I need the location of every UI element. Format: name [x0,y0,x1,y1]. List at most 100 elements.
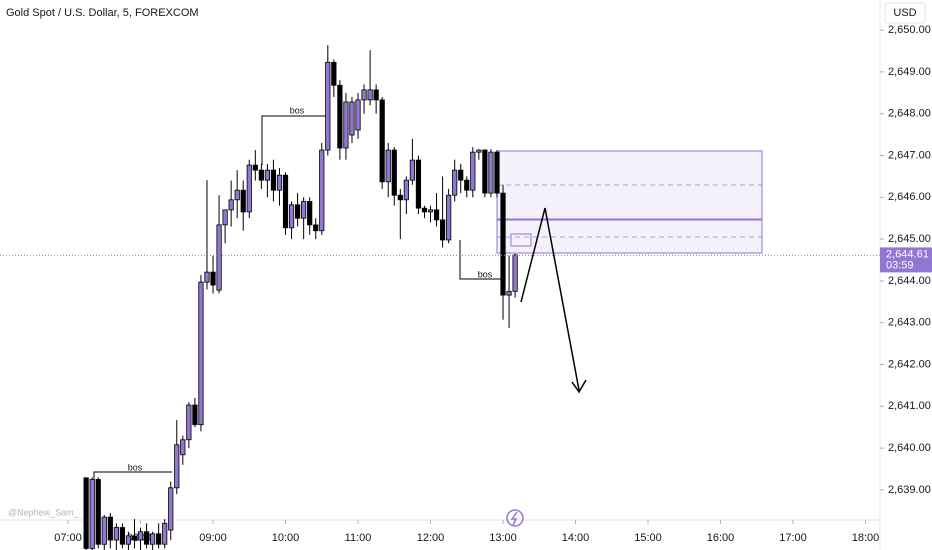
x-tick-label: 11:00 [345,532,372,544]
countdown: 03:59 [886,259,914,271]
y-tick-label: 2,644.00 [888,275,931,287]
candle-body [168,487,174,531]
candle-body [186,404,192,441]
candle-body [258,169,264,181]
candle-body [216,224,222,291]
candle-body [240,189,246,213]
x-tick-label: 17:00 [779,532,807,544]
candle-body [83,477,89,549]
candle-body [95,479,101,545]
candle-body [446,194,452,241]
chart-title: Gold Spot / U.S. Dollar, 5, FOREXCOM [6,7,199,19]
candle-body [276,174,283,191]
projection-arrow [520,207,580,391]
x-tick-label: 07:00 [54,532,82,544]
candle-body [101,516,107,545]
candle-body [458,169,464,181]
candle-body [470,151,476,191]
candle-body [488,151,494,194]
candle-body [156,533,162,545]
candle-body [433,209,440,221]
candle-body [319,149,325,232]
zone-inner [510,233,532,247]
bos-line [459,240,502,280]
candle-body [198,281,204,426]
candle-body [125,535,132,545]
y-tick-label: 2,647.00 [888,149,931,161]
candle-body [119,527,126,545]
candle-body [295,204,301,219]
candle-body [150,533,156,545]
candle-body [252,164,258,171]
candle-body [482,149,488,194]
candle-body [355,99,361,131]
candle-body [397,194,403,201]
last-price-tag [880,247,932,273]
candle-body [512,254,518,292]
candle-body [282,174,289,229]
candle-body [367,89,373,101]
y-tick-label: 2,639.00 [888,484,931,496]
candle-body [500,192,506,296]
bos-line [261,115,328,165]
y-tick-label: 2,642.00 [888,358,931,370]
candle-body [391,149,397,196]
last-price-label: 2,644.61 [886,248,929,260]
currency[interactable]: USD [893,7,916,19]
candle-body [137,531,144,541]
y-tick-label: 2,648.00 [888,108,931,120]
candle-body [143,531,150,545]
candle-body [307,201,313,226]
candle-body [107,516,113,541]
x-tick-label: 09:00 [199,532,227,544]
y-tick-label: 2,650.00 [888,24,931,36]
candle-body [234,189,240,201]
event-icon[interactable] [506,509,524,527]
x-tick-label: 15:00 [634,532,662,544]
candle-body [361,89,367,101]
candle-body [264,169,270,181]
watermark: @Nephew_Sam_ [8,507,80,517]
candle-body [270,169,277,191]
y-tick-label: 2,641.00 [888,400,931,412]
candle-body [325,61,331,151]
event-icon[interactable] [510,511,518,526]
currency-box[interactable] [884,2,926,24]
x-tick-label: 10:00 [272,532,300,544]
candle-body [421,207,428,213]
bos-label: bos [290,105,305,115]
candle-body [379,99,385,183]
candle-body [228,199,234,211]
arrow-head [571,379,587,394]
candle-body [331,61,337,86]
x-tick-label: 16:00 [707,532,735,544]
x-tick-label: 12:00 [417,532,445,544]
candle-body [403,179,409,201]
y-tick-label: 2,646.00 [888,191,931,203]
candle-body [452,169,458,196]
candle-body [204,271,210,283]
candle-body [439,219,446,241]
y-tick-label: 2,640.00 [888,442,931,454]
y-tick-label: 2,649.00 [888,66,931,78]
candle-body [476,149,482,153]
candle-body [113,527,119,541]
candle-body [301,201,307,219]
x-tick-label: 14:00 [562,532,590,544]
candle-body [427,209,434,213]
y-tick-label: 2,643.00 [888,317,931,329]
candle-body [174,444,180,489]
candle-body [162,522,168,545]
candle-body [192,404,198,426]
candle-body [89,479,95,549]
candle-body [180,439,186,456]
candle-body [409,159,415,181]
candle-body [373,89,379,101]
bos-label: bos [478,269,493,279]
candle-body [246,164,252,213]
candle-body [415,159,422,209]
candle-body [337,84,343,149]
candle-body [349,101,355,136]
